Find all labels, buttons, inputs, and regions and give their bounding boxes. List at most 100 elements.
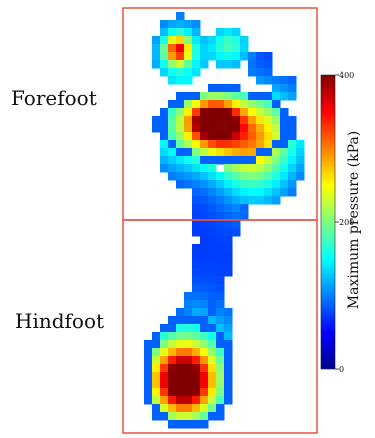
- pressure-cell: [184, 76, 193, 85]
- pressure-cell: [240, 172, 249, 181]
- pressure-cell: [184, 412, 193, 421]
- pressure-cell: [192, 252, 201, 261]
- pressure-cell: [240, 196, 249, 205]
- pressure-cell: [224, 188, 233, 197]
- pressure-cell: [224, 228, 233, 237]
- pressure-cell: [184, 108, 193, 117]
- pressure-cell: [264, 188, 273, 197]
- pressure-cell: [216, 188, 225, 197]
- pressure-cell: [208, 124, 217, 133]
- pressure-cell: [160, 148, 169, 157]
- pressure-cell: [224, 52, 233, 61]
- pressure-cell: [160, 164, 169, 173]
- pressure-cell: [256, 188, 265, 197]
- pressure-cell: [176, 420, 185, 429]
- pressure-cell: [208, 284, 217, 293]
- pressure-cell: [152, 44, 161, 53]
- pressure-cell: [176, 404, 185, 413]
- pressure-cell: [208, 260, 217, 269]
- pressure-cell: [224, 204, 233, 213]
- pressure-cell: [288, 124, 297, 133]
- pressure-cell: [272, 124, 281, 133]
- pressure-cell: [224, 348, 233, 357]
- pressure-cell: [192, 20, 201, 29]
- pressure-cell: [192, 28, 201, 37]
- pressure-cell: [224, 124, 233, 133]
- pressure-cell: [184, 148, 193, 157]
- pressure-cell: [184, 356, 193, 365]
- pressure-cell: [248, 164, 257, 173]
- pressure-cell: [200, 348, 209, 357]
- pressure-cell: [208, 316, 217, 325]
- pressure-cell: [200, 172, 209, 181]
- pressure-cell: [176, 100, 185, 109]
- pressure-cell: [200, 92, 209, 101]
- pressure-cell: [256, 196, 265, 205]
- pressure-cell: [248, 60, 257, 69]
- pressure-cell: [224, 260, 233, 269]
- pressure-cell: [184, 116, 193, 125]
- pressure-cell: [208, 292, 217, 301]
- pressure-cell: [224, 356, 233, 365]
- pressure-cell: [200, 164, 209, 173]
- pressure-cell: [176, 116, 185, 125]
- pressure-cell: [272, 188, 281, 197]
- pressure-cell: [216, 44, 225, 53]
- pressure-cell: [264, 132, 273, 141]
- pressure-cell: [184, 396, 193, 405]
- pressure-cell: [232, 36, 241, 45]
- pressure-cell: [232, 188, 241, 197]
- pressure-cell: [184, 372, 193, 381]
- pressure-cell: [192, 276, 201, 285]
- pressure-cell: [288, 92, 297, 101]
- pressure-cell: [192, 412, 201, 421]
- pressure-cell: [240, 44, 249, 53]
- pressure-cell: [256, 52, 265, 61]
- pressure-cell: [168, 404, 177, 413]
- pressure-cell: [192, 164, 201, 173]
- pressure-cell: [224, 332, 233, 341]
- pressure-cell: [208, 404, 217, 413]
- pressure-cell: [200, 260, 209, 269]
- pressure-cell: [152, 52, 161, 61]
- pressure-cell: [224, 116, 233, 125]
- pressure-cell: [296, 140, 305, 149]
- pressure-cell: [160, 348, 169, 357]
- pressure-cell: [232, 196, 241, 205]
- pressure-cell: [160, 68, 169, 77]
- pressure-cell: [216, 204, 225, 213]
- pressure-cell: [152, 412, 161, 421]
- pressure-cell: [208, 172, 217, 181]
- pressure-cell: [184, 300, 193, 309]
- pressure-cell: [216, 172, 225, 181]
- pressure-cell: [248, 100, 257, 109]
- pressure-cell: [184, 332, 193, 341]
- pressure-cell: [256, 140, 265, 149]
- pressure-cell: [216, 84, 225, 93]
- pressure-cell: [160, 108, 169, 117]
- pressure-cell: [224, 252, 233, 261]
- pressure-cell: [160, 116, 169, 125]
- pressure-cell: [192, 420, 201, 429]
- pressure-cell: [192, 404, 201, 413]
- pressure-cell: [248, 156, 257, 165]
- pressure-cell: [152, 124, 161, 133]
- pressure-cell: [192, 284, 201, 293]
- pressure-cell: [176, 164, 185, 173]
- pressure-cell: [168, 388, 177, 397]
- pressure-cell: [200, 236, 209, 245]
- pressure-cell: [256, 116, 265, 125]
- pressure-cell: [200, 228, 209, 237]
- pressure-cell: [224, 164, 233, 173]
- pressure-cell: [144, 340, 153, 349]
- pressure-cell: [184, 292, 193, 301]
- pressure-cell: [232, 44, 241, 53]
- pressure-cell: [240, 132, 249, 141]
- pressure-cell: [208, 180, 217, 189]
- pressure-cell: [176, 324, 185, 333]
- pressure-cell: [192, 364, 201, 373]
- pressure-cell: [216, 388, 225, 397]
- pressure-cell: [168, 116, 177, 125]
- pressure-cell: [200, 204, 209, 213]
- pressure-cell: [224, 172, 233, 181]
